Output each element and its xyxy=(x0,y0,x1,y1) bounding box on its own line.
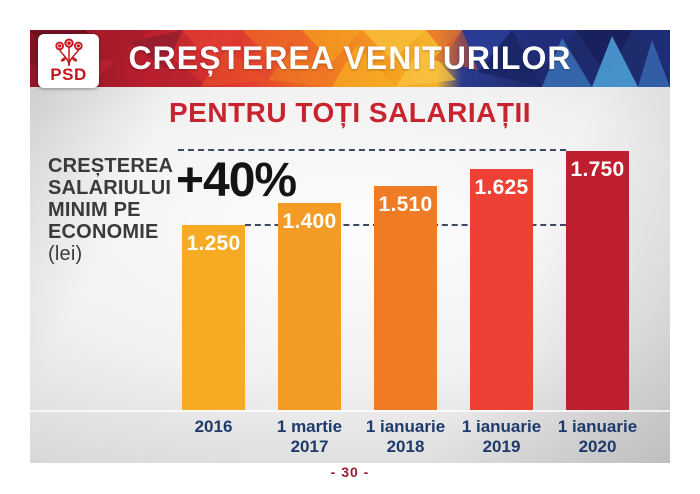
bar-value-label: 1.400 xyxy=(282,210,337,233)
bar-value-label: 1.250 xyxy=(186,232,241,255)
rose-icon xyxy=(54,38,83,66)
logo-text: PSD xyxy=(50,65,87,84)
bar-value-label: 1.510 xyxy=(378,193,433,216)
bar-chart: 1.250 1.400 1.510 1.625 1.750 2016 1 martie 201… xyxy=(30,87,670,463)
chart-baseline xyxy=(30,410,670,412)
bar-2016: 1.250 xyxy=(182,225,245,410)
bar-value-label: 1.750 xyxy=(570,158,625,181)
subtitle: PENTRU TOȚI SALARIAȚII xyxy=(168,97,532,128)
category-label: 2016 xyxy=(194,417,233,436)
category-label: 1 martie 2017 xyxy=(276,417,343,456)
axis-unit-label: (lei) xyxy=(48,243,83,265)
axis-label-line: CREȘTEREA xyxy=(48,155,174,177)
growth-annotation: +40% xyxy=(176,154,297,207)
bar-1-ianuarie-2018: 1.510 xyxy=(374,186,437,410)
page-title: CREȘTEREA VENITURILOR xyxy=(128,40,572,76)
psd-logo: PSD xyxy=(38,34,99,88)
axis-label-line: SALARIULUI xyxy=(48,177,172,199)
page-number: - 30 - xyxy=(330,464,370,480)
category-label: 1 ianuarie 2019 xyxy=(461,417,542,456)
category-label: 1 ianuarie 2018 xyxy=(365,417,446,456)
axis-label-line: ECONOMIE xyxy=(48,221,159,243)
chart-panel: PENTRU TOȚI SALARIAȚII CREȘTEREA SALARIU… xyxy=(30,87,670,463)
dashed-line-top xyxy=(178,149,566,151)
category-label: 1 ianuarie 2020 xyxy=(557,417,638,456)
bar-1-ianuarie-2019: 1.625 xyxy=(470,169,533,410)
chart-axis-label: CREȘTEREA SALARIULUI MINIM PE ECONOMIE (… xyxy=(48,155,198,265)
bar-1-ianuarie-2020: 1.750 xyxy=(566,151,629,410)
bar-value-label: 1.625 xyxy=(474,176,529,199)
header-banner: CREȘTEREA VENITURILOR PSD xyxy=(30,30,670,88)
axis-label-line: MINIM PE xyxy=(48,199,141,221)
bar-1-martie-2017: 1.400 xyxy=(278,203,341,410)
